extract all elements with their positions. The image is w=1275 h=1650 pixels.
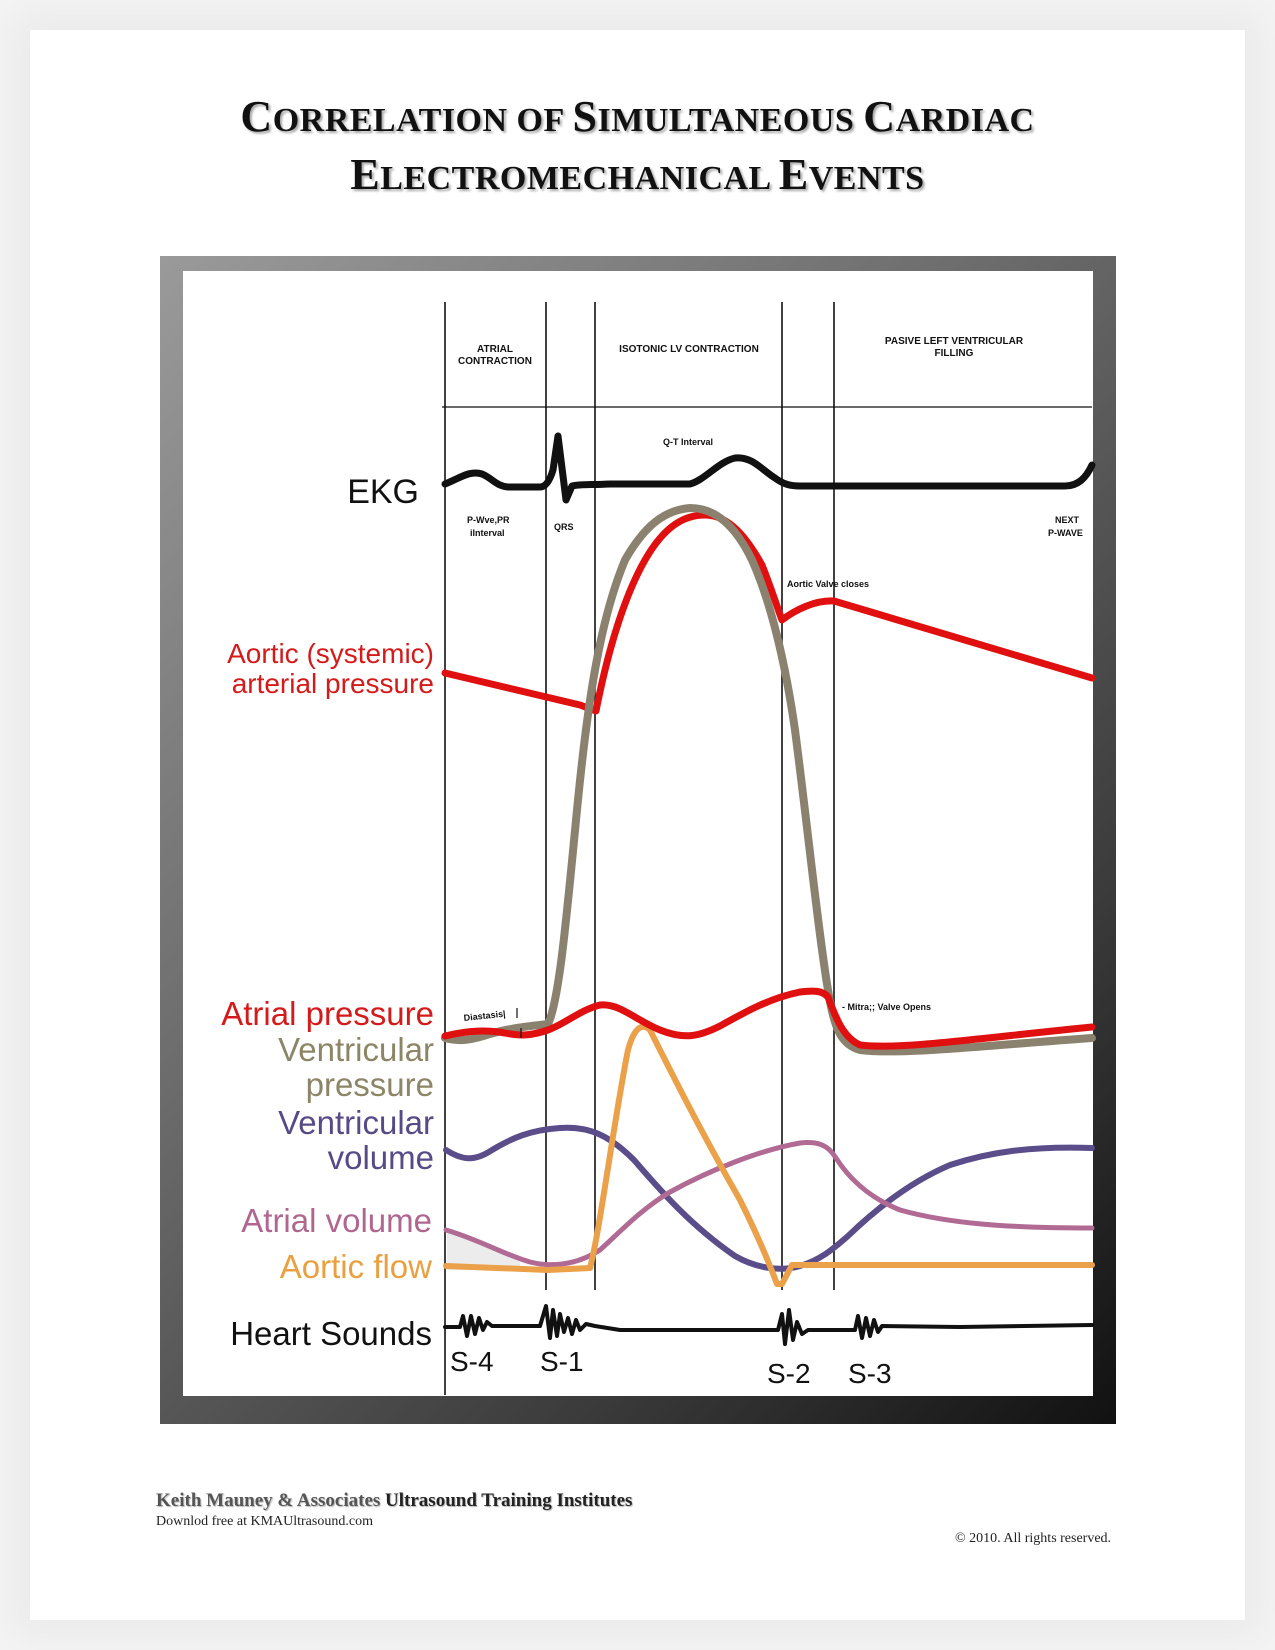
phase-label-passive: PASIVE LEFT VENTRICULAR FILLING [885, 336, 1024, 359]
title-line-1: CORRELATION OF SIMULTANEOUS CARDIAC [240, 92, 1035, 141]
label-ventricular-volume-2: volume [328, 1139, 434, 1176]
phase-dividers [444, 302, 835, 1395]
aortic-valve-label: Aortic Valve closes [787, 579, 869, 589]
trace-ventricular-pressure [441, 504, 1096, 1056]
mitral-valve-label: - Mitra;; Valve Opens [842, 1002, 931, 1012]
qrs-label: QRS [554, 522, 574, 532]
trace-aortic-flow [443, 1023, 1095, 1287]
diastasis-label: Diastasis| [463, 1009, 506, 1023]
diastasis-ticks [516, 1008, 522, 1038]
title-line-2: ELECTROMECHANICAL EVENTS [350, 150, 925, 199]
label-atrial-volume: Atrial volume [241, 1202, 432, 1239]
label-aortic-pressure-1: Aortic (systemic) [227, 638, 434, 669]
trace-atrial-pressure [441, 987, 1096, 1050]
trace-ventricular-volume [443, 1124, 1095, 1272]
label-atrial-pressure: Atrial pressure [221, 995, 434, 1032]
footer-brand: Keith Mauney & Associates Ultrasound Tra… [156, 1490, 633, 1511]
label-aortic-flow: Aortic flow [280, 1248, 432, 1285]
label-aortic-pressure-2: arterial pressure [232, 668, 434, 699]
next-pwave-label-2: P-WAVE [1048, 528, 1083, 538]
footer-copyright: © 2010. All rights reserved. [955, 1531, 1112, 1546]
sound-label-s1: S-1 [540, 1346, 584, 1377]
next-pwave-label: NEXT [1055, 515, 1080, 525]
atrial-volume-shade [447, 1230, 520, 1270]
label-ekg: EKG [347, 473, 419, 511]
label-ventricular-pressure-1: Ventricular [278, 1031, 434, 1068]
diagram-panel [183, 271, 1093, 1396]
sound-label-s3: S-3 [848, 1358, 892, 1389]
phase-label-isotonic: ISOTONIC LV CONTRACTION [619, 344, 759, 355]
label-heart-sounds: Heart Sounds [230, 1315, 432, 1352]
trace-heart-sounds [443, 1304, 1094, 1346]
label-ventricular-volume-1: Ventricular [278, 1104, 434, 1141]
pwave-label-2: iInterval [470, 528, 505, 538]
sound-label-s4: S-4 [450, 1346, 494, 1377]
qt-interval-label: Q-T Interval [663, 437, 713, 447]
footer-download-link[interactable]: Downlod free at KMAUltrasound.com [156, 1514, 373, 1529]
trace-atrial-volume [443, 1140, 1095, 1268]
trace-ekg [441, 432, 1096, 504]
pwave-label: P-Wve,PR [467, 515, 510, 525]
page-title: CORRELATION OF SIMULTANEOUS CARDIAC ELEC… [0, 90, 1275, 206]
sound-label-s2: S-2 [767, 1358, 811, 1389]
label-ventricular-pressure-2: pressure [306, 1066, 434, 1103]
phase-label-atrial: ATRIAL CONTRACTION [458, 344, 532, 367]
